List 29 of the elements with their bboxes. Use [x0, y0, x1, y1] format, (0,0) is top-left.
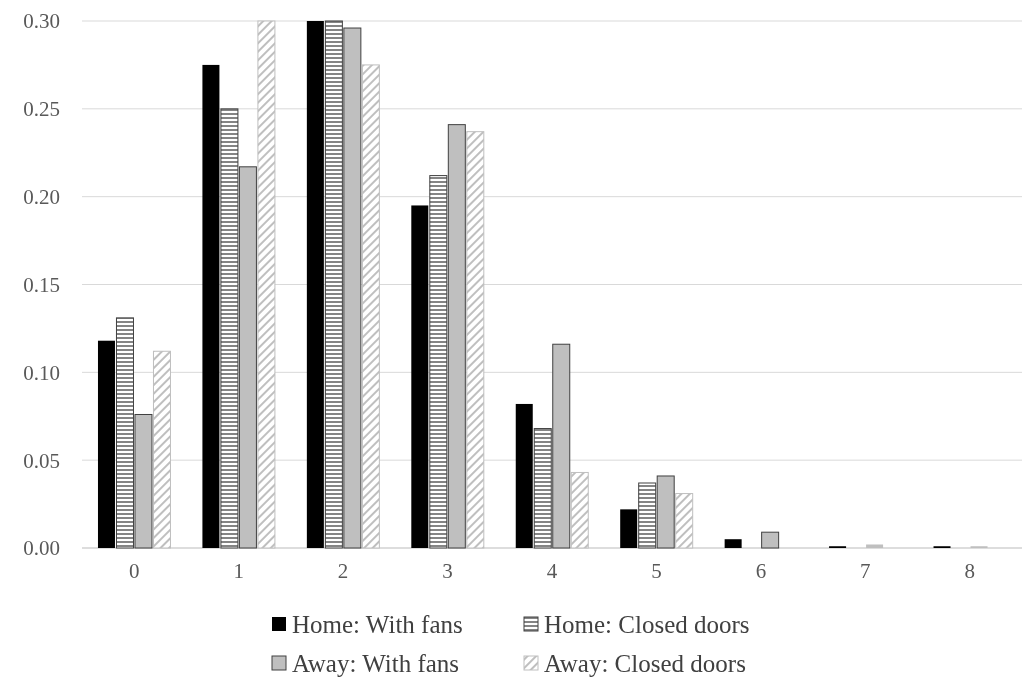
y-tick-label: 0.25 [23, 97, 60, 122]
bar [97, 340, 115, 548]
legend-label: Home: With fans [292, 610, 463, 638]
x-tick-label: 2 [337, 559, 349, 583]
bar [515, 403, 533, 548]
legend-label: Away: With fans [292, 649, 460, 677]
y-tick-label: 0.10 [23, 360, 60, 385]
bar [866, 544, 884, 548]
x-tick-label: 5 [651, 559, 662, 583]
bar [724, 539, 742, 548]
y-tick-label: 0.15 [23, 272, 60, 297]
bar [202, 64, 220, 548]
x-tick-label: 3 [442, 559, 453, 583]
x-tick-label: 0 [128, 559, 140, 583]
legend-label: Home: Closed doors [544, 610, 750, 638]
bar [306, 21, 324, 548]
bar [411, 205, 429, 548]
x-tick-label: 6 [755, 559, 767, 583]
bar [620, 509, 638, 548]
x-tick-label: 1 [233, 559, 244, 583]
y-tick-label: 0.00 [23, 536, 60, 561]
x-tick-label: 8 [964, 559, 976, 583]
x-tick-label: 7 [860, 559, 871, 583]
y-tick-label: 0.20 [23, 185, 60, 210]
y-tick-label: 0.05 [23, 448, 60, 473]
x-tick-label: 4 [546, 559, 558, 583]
legend-label: Away: Closed doors [544, 649, 746, 677]
bar [761, 531, 780, 549]
y-tick-label: 0.30 [23, 9, 60, 34]
